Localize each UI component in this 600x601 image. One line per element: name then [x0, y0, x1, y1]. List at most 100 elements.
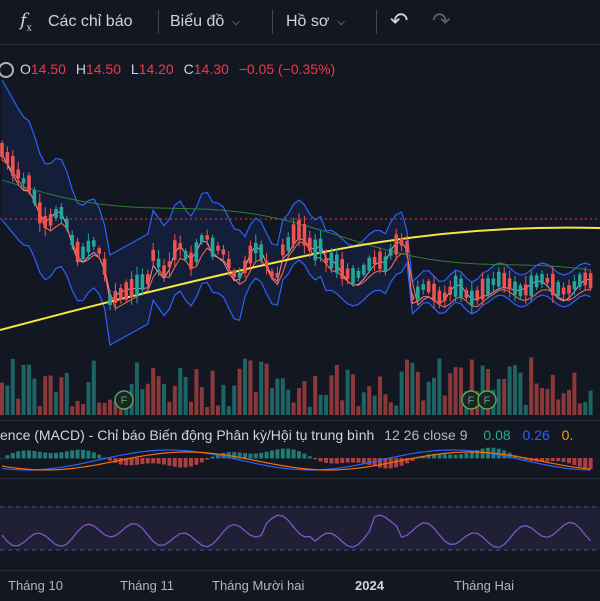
candle-body [491, 278, 496, 286]
macd-histogram-bar [237, 452, 242, 459]
candle-body [443, 292, 447, 301]
candle-body [232, 270, 236, 278]
volume-bar [156, 376, 161, 415]
time-label-dec: Tháng Mười hai [212, 578, 305, 593]
volume-bar [383, 394, 388, 415]
candle-body [507, 278, 512, 290]
candle-body [48, 214, 53, 226]
bollinger-lower-line [1, 219, 591, 346]
macd-histogram-bar [372, 458, 377, 467]
macd-histogram-bar [86, 450, 91, 459]
volume-bar [237, 368, 242, 415]
candle-body [318, 238, 323, 255]
macd-histogram-bar [345, 458, 350, 463]
macd-histogram-bar [194, 458, 199, 465]
candle-body [421, 284, 425, 290]
macd-histogram-bar [297, 451, 301, 459]
candle-body [416, 286, 420, 299]
macd-histogram-bar [518, 457, 523, 459]
candle-body [437, 290, 442, 305]
macd-histogram-bar [135, 458, 139, 465]
macd-params: 12 26 close 9 [384, 427, 468, 443]
volume-bar [194, 369, 199, 415]
macd-histogram-bar [550, 458, 555, 462]
candle-body [178, 243, 182, 250]
candle-body [480, 278, 485, 300]
macd-histogram-bar [399, 458, 404, 466]
volume-bar [27, 364, 31, 415]
macd-histogram-bar [21, 450, 26, 459]
candle-body [200, 235, 204, 243]
volume-bar [91, 360, 96, 415]
volume-bar [70, 406, 75, 415]
macd-histogram-bar [561, 458, 566, 462]
candle-body [11, 156, 15, 176]
series-visibility-icon[interactable] [0, 62, 14, 78]
volume-bar [108, 399, 112, 415]
indicator-function-icon[interactable]: fx [20, 10, 32, 34]
event-badge-label: F [121, 395, 128, 407]
volume-bar [545, 388, 550, 415]
candle-body [281, 244, 285, 256]
volume-bar [577, 403, 582, 415]
macd-histogram-bar [286, 448, 291, 459]
volume-bar [388, 402, 393, 415]
candle-body [27, 175, 31, 192]
high-label: H [75, 61, 86, 77]
chart-type-button[interactable]: Biểu đồ ⌵ [170, 13, 240, 31]
candle-body [43, 215, 47, 228]
volume-bar [534, 383, 539, 415]
time-axis[interactable]: Tháng 10 Tháng 11 Tháng Mười hai 2024 Th… [0, 570, 600, 601]
redo-icon[interactable]: ↷ [432, 8, 451, 33]
macd-histogram-bar [426, 454, 431, 459]
macd-histogram-bar [453, 454, 458, 459]
rsi-band [0, 507, 600, 550]
macd-histogram-bar [113, 458, 118, 463]
candle-body [81, 246, 85, 260]
macd-histogram-bar [572, 458, 577, 465]
macd-title: ence (MACD) - Chỉ báo Biến động Phân kỳ/… [0, 427, 375, 443]
volume-bar [550, 374, 555, 415]
candle-body [270, 271, 274, 277]
volume-bar [469, 359, 474, 415]
candle-body [75, 241, 80, 263]
chart-type-label: Biểu đồ [170, 13, 225, 30]
macd-histogram-bar [583, 458, 588, 469]
volume-bar [405, 359, 409, 415]
volume-bar [432, 377, 436, 415]
undo-icon[interactable]: ↶ [390, 8, 409, 33]
macd-histogram-bar [172, 458, 177, 467]
candle-body [65, 218, 69, 229]
top-toolbar: fx Các chỉ báo Biểu đồ ⌵ Hồ sơ ⌵ ↶ ↷ [0, 0, 600, 45]
macd-histogram-bar [340, 458, 345, 464]
profile-button[interactable]: Hồ sơ ⌵ [286, 13, 345, 31]
indicators-button[interactable]: Các chỉ báo [48, 13, 133, 31]
candle-body [221, 249, 226, 255]
candle-body [92, 240, 96, 247]
macd-histogram-bar [37, 451, 42, 459]
volume-bar [37, 406, 42, 415]
macd-histogram-bar [129, 458, 134, 466]
macd-histogram-bar [27, 450, 31, 459]
volume-bar [10, 358, 15, 415]
candle-body [227, 258, 231, 269]
volume-bar [221, 384, 226, 415]
candle-body [173, 240, 177, 260]
candle-body [167, 261, 172, 267]
candle-body [162, 265, 166, 276]
candle-body [426, 281, 431, 293]
profile-label: Hồ sơ [286, 13, 330, 30]
macd-histogram-bar [437, 453, 442, 459]
candle-body [259, 244, 263, 260]
candle-body [470, 290, 474, 306]
candle-body [275, 272, 280, 278]
candle-body [124, 282, 128, 300]
macd-histogram-bar [199, 458, 204, 463]
macd-histogram-bar [556, 458, 561, 462]
candle-body [448, 286, 452, 295]
macd-legend[interactable]: ence (MACD) - Chỉ báo Biến động Phân kỳ/… [0, 427, 573, 443]
volume-bar [48, 375, 53, 415]
macd-histogram-bar [588, 458, 593, 470]
candle-body [389, 248, 393, 256]
